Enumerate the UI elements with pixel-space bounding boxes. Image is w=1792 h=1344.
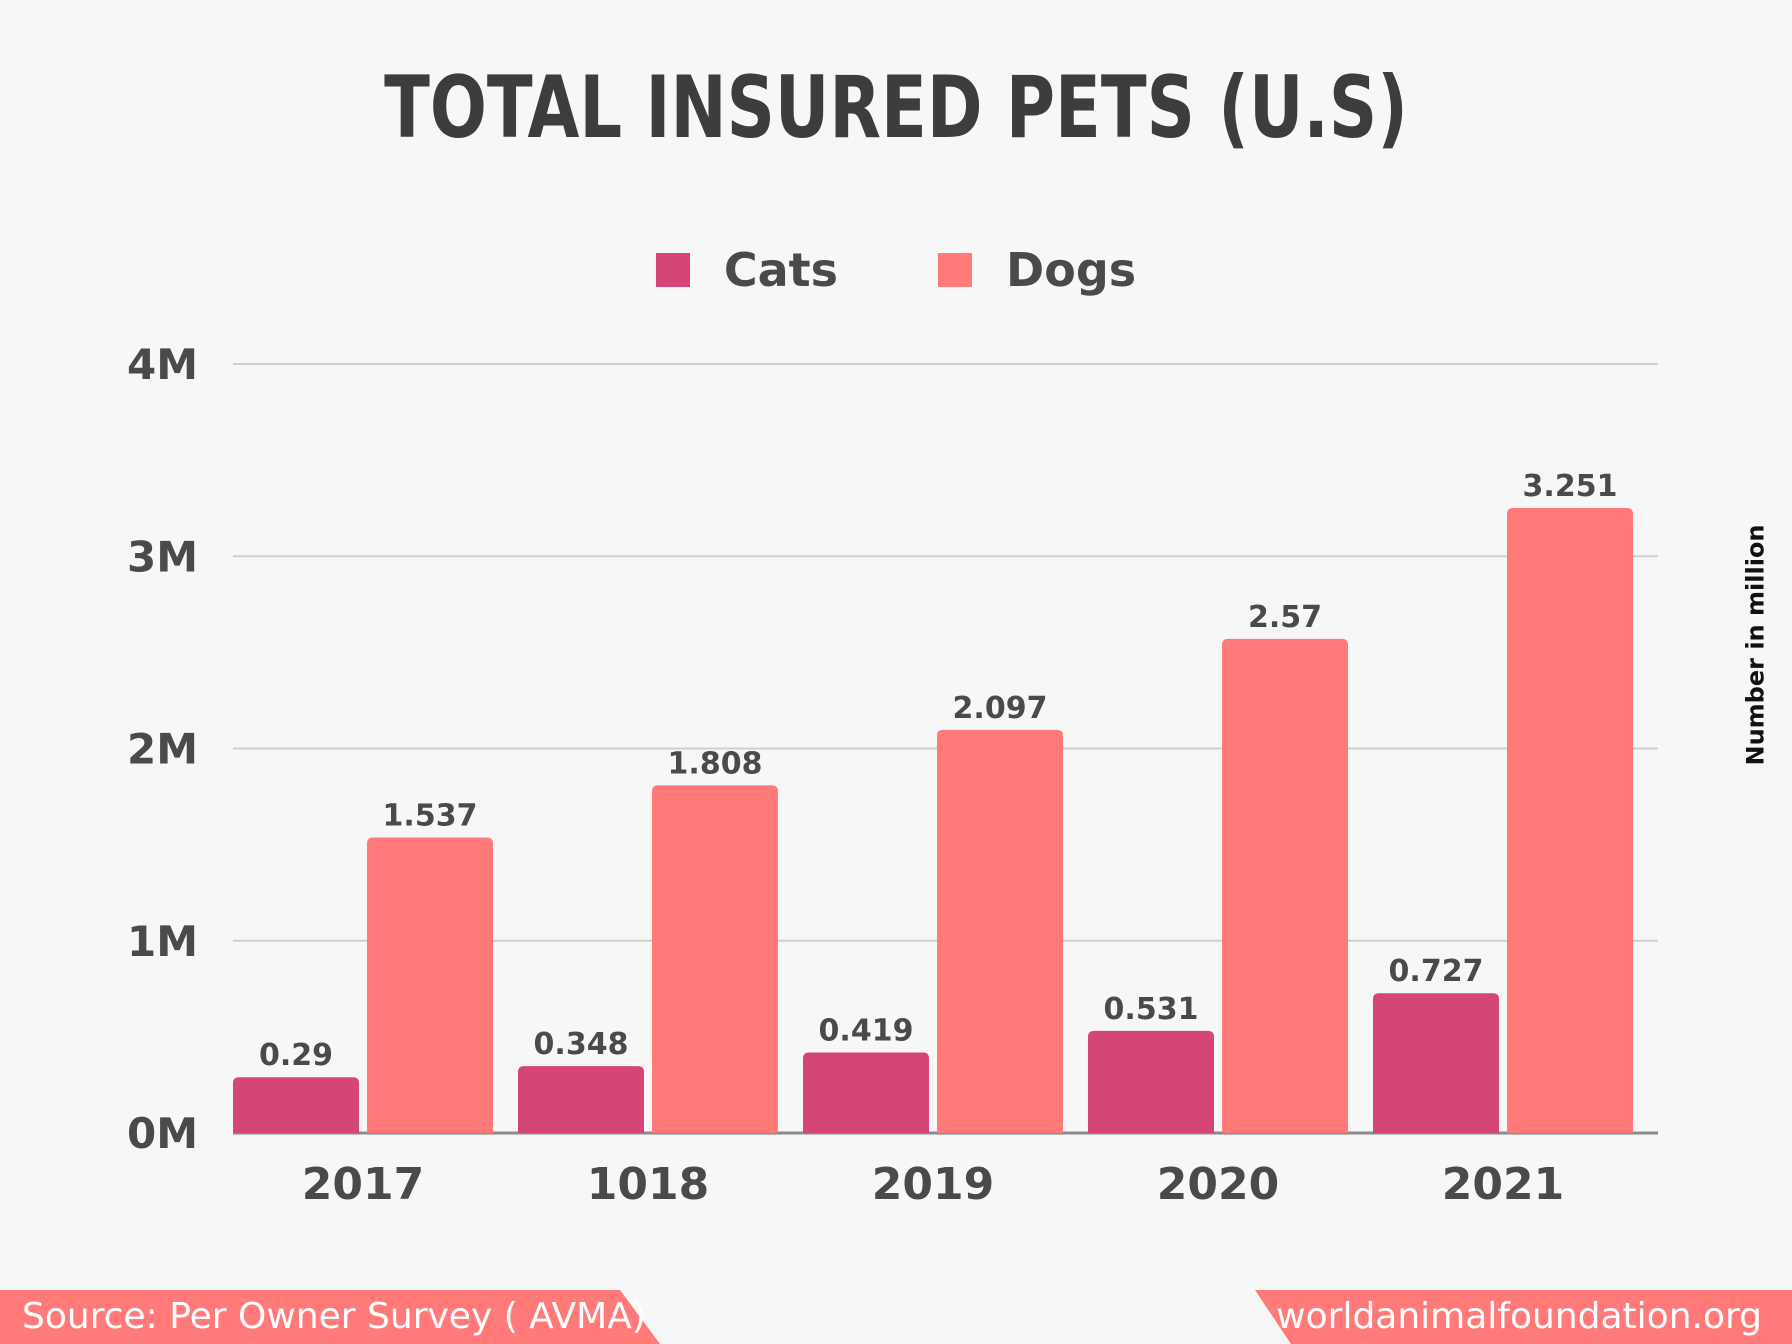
bar-dogs-2019 xyxy=(937,729,1063,1133)
bar-cats-2021 xyxy=(1373,993,1499,1133)
legend-swatch-cats xyxy=(655,253,690,287)
bars xyxy=(233,507,1633,1133)
chart-title: TOTAL INSURED PETS (U.S) xyxy=(384,58,1408,158)
website-banner xyxy=(1255,1290,1792,1344)
bar-cats-2020 xyxy=(1088,1030,1214,1133)
legend-item-cats: Cats xyxy=(655,243,839,297)
x-tick-label: 2019 xyxy=(872,1159,994,1210)
data-label-dogs: 1.537 xyxy=(383,799,478,834)
legend-swatch-dogs xyxy=(938,253,973,287)
legend-item-dogs: Dogs xyxy=(938,243,1136,297)
source-banner xyxy=(0,1290,660,1344)
data-label-cats: 0.727 xyxy=(1389,954,1484,989)
x-tick-label: 2021 xyxy=(1442,1159,1564,1210)
bar-cats-1018 xyxy=(518,1066,644,1133)
x-tick-label: 1018 xyxy=(587,1159,709,1210)
data-label-dogs: 2.097 xyxy=(953,691,1048,726)
chart-legend: Cats Dogs xyxy=(0,240,1792,300)
bar-dogs-1018 xyxy=(652,785,778,1133)
bar-dogs-2021 xyxy=(1507,507,1633,1133)
y-tick-label: 0M xyxy=(127,1109,198,1158)
y-tick-label: 1M xyxy=(127,917,198,966)
x-tick-label: 2020 xyxy=(1157,1159,1279,1210)
y-tick-label: 3M xyxy=(127,532,198,581)
data-label-cats: 0.348 xyxy=(534,1027,629,1062)
bar-dogs-2017 xyxy=(367,837,493,1133)
x-axis-ticks: 2017 1018 2019 2020 2021 xyxy=(302,1159,1564,1210)
legend-label-dogs: Dogs xyxy=(1006,243,1137,297)
x-tick-label: 2017 xyxy=(302,1159,424,1210)
y-tick-label: 2M xyxy=(127,725,198,774)
data-label-cats: 0.531 xyxy=(1104,992,1199,1027)
website-link[interactable]: worldanimalfoundation.org xyxy=(1276,1296,1762,1337)
y-axis-label-text: Number in million xyxy=(1741,524,1770,766)
y-axis-label: Number in million xyxy=(1735,525,1775,766)
bar-dogs-2020 xyxy=(1222,638,1348,1133)
data-label-cats: 0.419 xyxy=(819,1013,914,1048)
data-label-dogs: 1.808 xyxy=(668,746,763,781)
bar-cats-2017 xyxy=(233,1077,359,1133)
data-label-dogs: 3.251 xyxy=(1523,469,1618,504)
data-label-dogs: 2.57 xyxy=(1248,600,1322,635)
data-label-cats: 0.29 xyxy=(259,1038,333,1073)
legend-label-cats: Cats xyxy=(723,243,839,297)
y-axis-ticks: 0M 1M 2M 3M 4M xyxy=(127,340,198,1158)
y-tick-label: 4M xyxy=(127,340,198,389)
bar-chart: 0M 1M 2M 3M 4M 0.29 1.537 0.348 1.808 0.419 2.097… xyxy=(127,340,1658,1210)
data-labels: 0.29 1.537 0.348 1.808 0.419 2.097 0.531 2.57 0.… xyxy=(259,469,1617,1073)
source-text: Source: Per Owner Survey ( AVMA) xyxy=(22,1296,646,1337)
bar-cats-2019 xyxy=(803,1052,929,1133)
